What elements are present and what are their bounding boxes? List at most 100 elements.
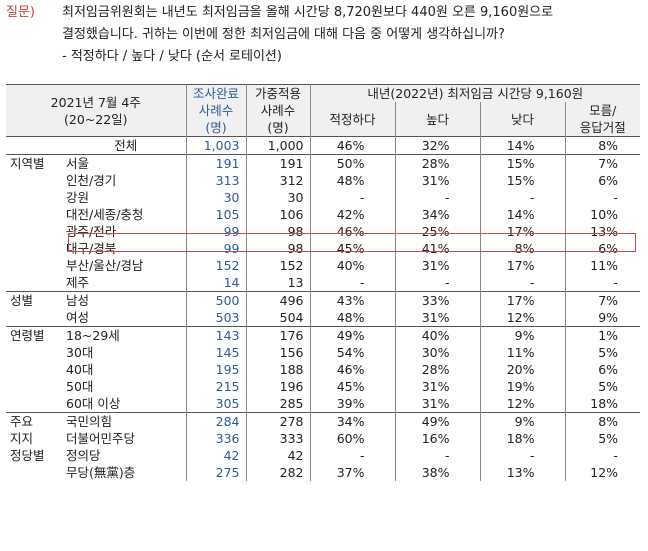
row-high: 41% [394,240,481,257]
row-group [6,274,64,292]
row-dk: 8% [564,412,641,430]
row-weighted: 196 [245,378,311,395]
row-adequate: 34% [309,412,396,430]
row-done: 145 [185,344,247,361]
row-label: 30대 [66,345,94,360]
row-dk: 7% [564,154,641,172]
table-row: 강원 30 30- - - - [6,189,641,206]
row-label: 정의당 [66,448,101,463]
col-weight-header-2: 사례수 [245,102,311,119]
row-group [6,464,64,481]
row-low: 15% [479,172,566,189]
row-high: 32% [394,136,481,155]
row-adequate: - [309,447,396,464]
row-low: - [479,447,566,464]
row-done: 105 [185,206,247,223]
table-row: 40대 195 188 46% 28% 20% 6% [6,361,641,378]
row-done: 313 [185,172,247,189]
row-weighted: 278 [245,412,311,430]
row-group: 성별 [10,293,34,308]
row-label: 부산/울산/경남 [66,258,144,273]
row-high: 34% [394,206,481,223]
row-dk: 10% [564,206,641,223]
col-high: 높다 [394,102,481,137]
row-done: 143 [185,326,247,344]
row-high: 28% [394,154,481,172]
row-weighted: 156 [245,344,311,361]
col-done-header: 조사완료 [185,84,247,102]
row-dk: - [564,274,641,292]
row-label: 대구/경북 [66,241,117,256]
row-weighted: 176 [245,326,311,344]
row-high: 40% [394,326,481,344]
row-adequate: 42% [309,206,396,223]
row-adequate: 60% [309,430,396,447]
row-high: - [394,274,481,292]
col-adequate: 적정하다 [309,102,396,137]
row-high: 49% [394,412,481,430]
row-label: 광주/전라 [66,224,117,239]
row-done: 14 [185,274,247,292]
row-weighted: 106 [245,206,311,223]
table-row: 정당별 정의당 42 42- - - - [6,447,641,464]
row-weighted: 285 [245,395,311,413]
row-adequate: 45% [309,378,396,395]
table-row: 제주 14 13- - - - [6,274,641,292]
row-dk: 6% [564,361,641,378]
row-adequate: 39% [309,395,396,413]
row-label: 무당(無黨)층 [66,465,136,480]
row-weighted: 98 [245,223,311,240]
row-low: 9% [479,326,566,344]
row-dk: 6% [564,240,641,257]
row-low: 15% [479,154,566,172]
table-row: 지역별 서울 191 191 50% 28% 15% 7% [6,154,641,172]
row-low: 13% [479,464,566,481]
table-row: 지지 더불어민주당 336 333 60% 16% 18% 5% [6,430,641,447]
table-row: 전체 1,003 1,000 46% 32% 14% 8% [6,136,641,155]
row-low: 17% [479,257,566,274]
row-dk: 1% [564,326,641,344]
row-high: - [394,189,481,206]
row-weighted: 188 [245,361,311,378]
row-low: - [479,274,566,292]
row-weighted: 152 [245,257,311,274]
row-adequate: 40% [309,257,396,274]
row-weighted: 312 [245,172,311,189]
row-dk: 8% [564,136,641,155]
row-high: 31% [394,378,481,395]
row-label: 여성 [66,310,90,325]
table-row: 광주/전라 99 98 46% 25% 17% 13% [6,223,641,240]
row-label: 40대 [66,362,94,377]
row-label: 더불어민주당 [66,431,136,446]
row-group: 주요 [10,414,34,429]
row-weighted: 30 [245,189,311,206]
row-adequate: - [309,274,396,292]
row-dk: 5% [564,430,641,447]
row-weighted: 333 [245,430,311,447]
row-group [6,395,64,413]
row-adequate: 48% [309,172,396,189]
row-done: 284 [185,412,247,430]
row-weighted: 13 [245,274,311,292]
row-high: 30% [394,344,481,361]
row-group: 지지 [10,431,34,446]
row-weighted: 191 [245,154,311,172]
table-row: 30대 145 156 54% 30% 11% 5% [6,344,641,361]
date-header: 2021년 7월 4주 (20~22일) [6,84,187,137]
row-adequate: 49% [309,326,396,344]
row-dk: 12% [564,464,641,481]
row-dk: - [564,447,641,464]
question-line-2: 결정했습니다. 귀하는 이번에 정한 최저임금에 대해 다음 중 어떻게 생각하… [62,27,505,42]
row-done: 215 [185,378,247,395]
row-low: 8% [479,240,566,257]
row-dk: 6% [564,172,641,189]
row-adequate: 54% [309,344,396,361]
table-row: 대전/세종/충청 105 106 42% 34% 14% 10% [6,206,641,223]
table-row: 대구/경북 99 98 45% 41% 8% 6% [6,240,641,257]
table-row: 무당(無黨)층 275 282 37% 38% 13% 12% [6,464,641,481]
row-label: 50대 [66,379,94,394]
row-adequate: 37% [309,464,396,481]
row-adequate: 46% [309,361,396,378]
row-dk: 13% [564,223,641,240]
row-done: 1,003 [185,136,247,155]
